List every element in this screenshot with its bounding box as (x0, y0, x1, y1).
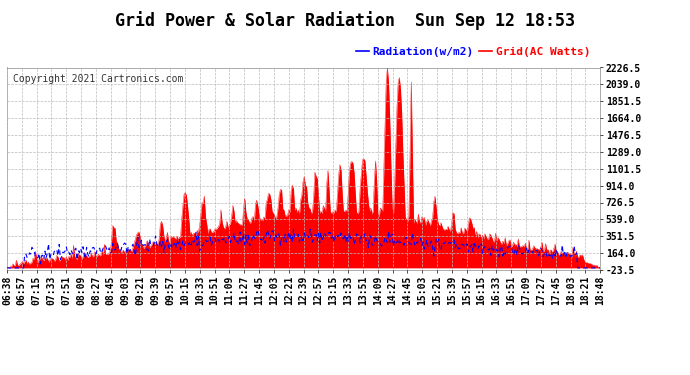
Text: Copyright 2021 Cartronics.com: Copyright 2021 Cartronics.com (13, 74, 184, 84)
Text: Grid Power & Solar Radiation  Sun Sep 12 18:53: Grid Power & Solar Radiation Sun Sep 12 … (115, 11, 575, 30)
Legend: Radiation(w/m2), Grid(AC Watts): Radiation(w/m2), Grid(AC Watts) (351, 43, 595, 62)
